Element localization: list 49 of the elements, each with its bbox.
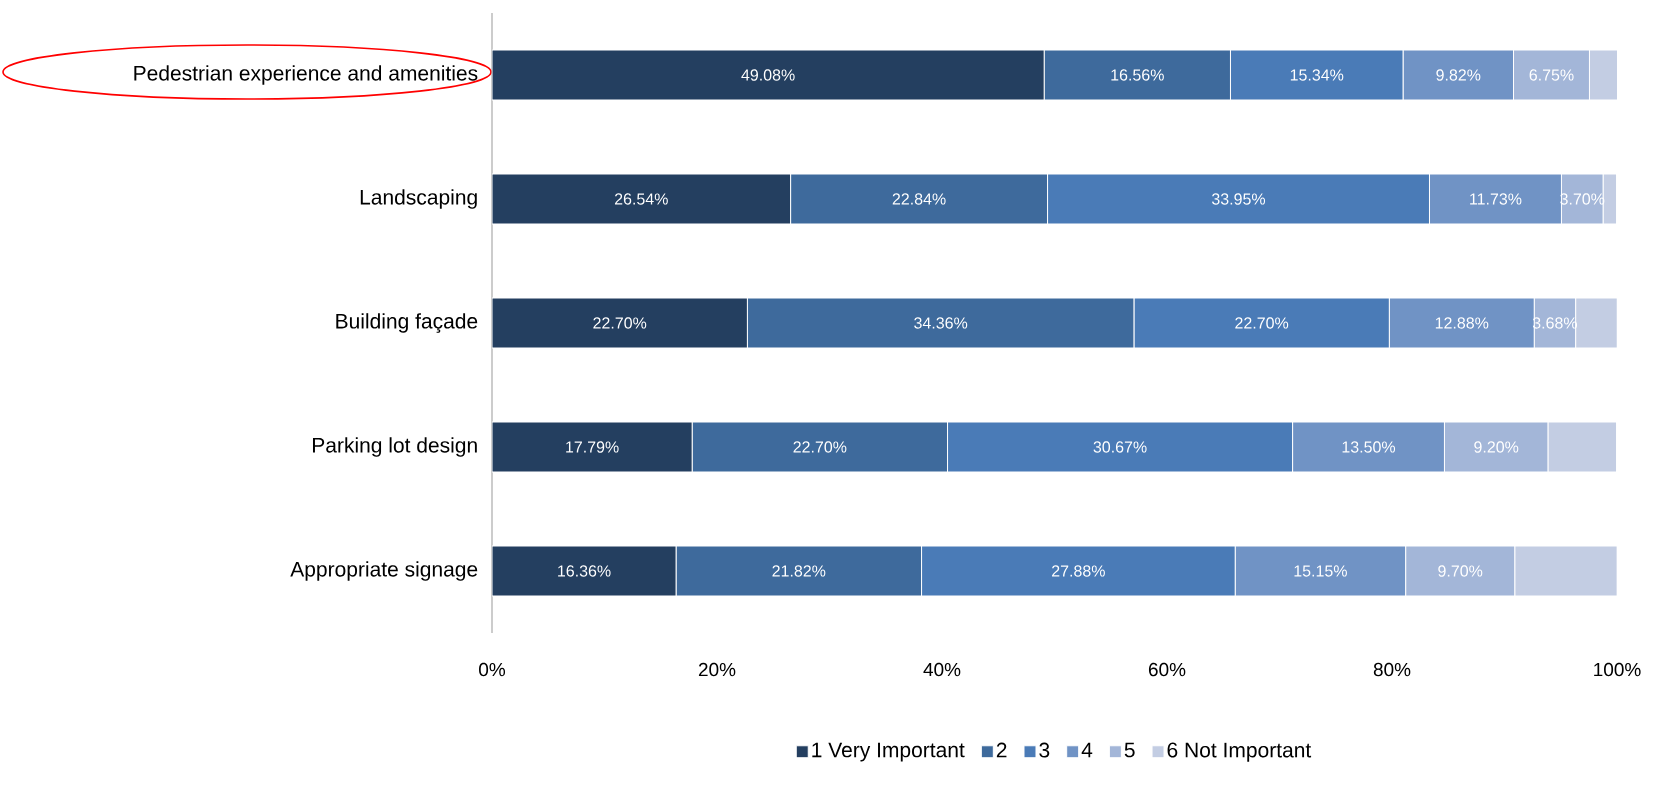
- data-label: 49.08%: [741, 69, 795, 81]
- data-label: 34.36%: [914, 317, 968, 329]
- data-label: 27.88%: [1052, 565, 1105, 577]
- data-label: 22.84%: [892, 193, 946, 205]
- legend-label: 3: [1039, 742, 1050, 758]
- data-label: 13.50%: [1342, 441, 1396, 453]
- legend-label: 2: [996, 742, 1007, 758]
- x-tick-label: 60%: [1148, 662, 1186, 677]
- data-label: 33.95%: [1211, 193, 1266, 205]
- data-label: 22.70%: [593, 317, 647, 329]
- data-label: 16.56%: [1111, 69, 1164, 81]
- data-label: 15.34%: [1290, 69, 1344, 81]
- bar: [492, 297, 748, 349]
- x-tick-label: 80%: [1373, 662, 1411, 677]
- legend-label: 4: [1081, 742, 1093, 758]
- bar: [1575, 297, 1618, 349]
- y-tick-label: Building façade: [336, 313, 478, 333]
- legend-label: 6 Not Important: [1167, 742, 1312, 762]
- data-label: 6.75%: [1529, 69, 1574, 81]
- data-label: 12.88%: [1435, 317, 1489, 329]
- x-tick-label: 100%: [1594, 662, 1641, 677]
- data-label: 9.82%: [1436, 69, 1481, 81]
- bar: [1547, 421, 1618, 473]
- y-tick-label: Parking lot design: [312, 437, 477, 457]
- y-tick-label: Appropriate signage: [290, 561, 478, 581]
- data-label: 22.70%: [793, 441, 847, 453]
- x-tick-label: 40%: [923, 662, 961, 677]
- legend-label: 1 Very Important: [812, 742, 965, 762]
- bar: [1588, 49, 1618, 101]
- y-tick-label: Landscaping: [360, 189, 477, 209]
- bar: [492, 173, 792, 225]
- data-label: 9.70%: [1438, 565, 1483, 577]
- bar: [492, 49, 1045, 101]
- data-label: 17.79%: [566, 441, 619, 453]
- bar: [1514, 545, 1618, 597]
- data-label: 11.73%: [1470, 193, 1522, 205]
- data-label: 9.20%: [1474, 441, 1519, 453]
- data-label: 26.54%: [614, 193, 668, 205]
- data-label: 22.70%: [1235, 317, 1289, 329]
- data-label: 15.15%: [1294, 565, 1347, 577]
- x-tick-label: 20%: [698, 662, 736, 677]
- x-tick-label: 0%: [479, 662, 506, 677]
- y-tick-label: Pedestrian experience and amenities: [134, 65, 478, 85]
- data-label: 30.67%: [1093, 441, 1147, 453]
- data-label: 16.36%: [558, 565, 611, 577]
- data-label: 21.82%: [772, 565, 826, 577]
- bar: [492, 545, 677, 597]
- bar: [492, 421, 693, 473]
- legend-label: 5: [1124, 742, 1135, 758]
